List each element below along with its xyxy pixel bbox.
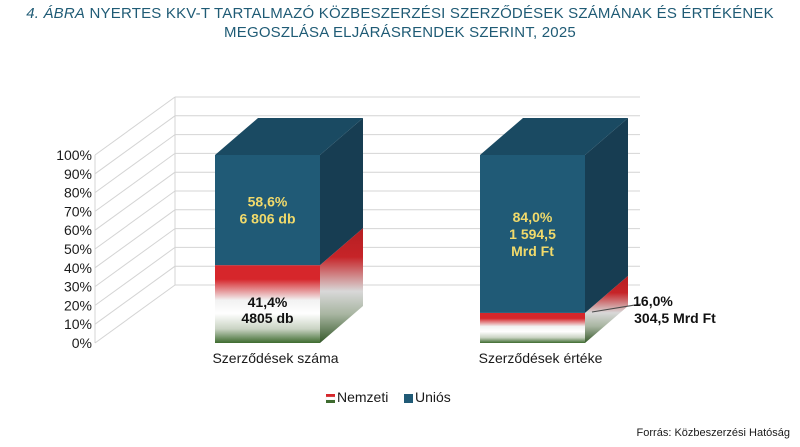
bar-1 <box>215 118 363 343</box>
figure-number: 4. ÁBRA <box>26 5 86 22</box>
y-tick-label: 40% <box>64 260 92 276</box>
legend-label-nemzeti: Nemzeti <box>337 389 388 405</box>
category-label: Szerződések száma <box>212 350 338 366</box>
bar-side-unios <box>320 118 363 266</box>
legend-swatch-nemzeti-green <box>326 400 335 403</box>
label-leader-line <box>591 303 642 313</box>
legend-label-unios: Uniós <box>415 389 451 405</box>
legend-swatch-nemzeti-red <box>326 394 335 397</box>
data-label-unios: Mrd Ft <box>511 243 554 259</box>
data-label-nemzeti: 41,4% <box>248 294 288 310</box>
y-tick-label: 10% <box>64 316 92 332</box>
gridline-diagonal <box>94 265 176 325</box>
chart-title: 4. ÁBRA NYERTES KKV-T TARTALMAZÓ KÖZBESZ… <box>0 4 800 42</box>
gridline-diagonal <box>94 284 176 344</box>
y-tick-label: 20% <box>64 297 92 313</box>
legend-swatch-nemzeti-white <box>325 396 336 401</box>
bar-side-nemzeti <box>320 228 363 343</box>
bar-side-unios <box>585 118 628 313</box>
y-tick-label: 70% <box>64 203 92 219</box>
data-label-unios: 6 806 db <box>239 211 295 227</box>
gridline-diagonal <box>94 209 176 269</box>
legend-swatch-unios <box>404 394 413 403</box>
title-line-1: NYERTES KKV-T TARTALMAZÓ KÖZBESZERZÉSI S… <box>89 5 774 22</box>
y-tick-label: 0% <box>72 335 92 351</box>
bar-segment-nemzeti <box>215 265 320 343</box>
y-tick-label: 80% <box>64 185 92 201</box>
bar-top-unios <box>215 118 363 155</box>
gridline-diagonal <box>94 228 176 288</box>
data-label-unios: 58,6% <box>248 194 288 210</box>
category-label: Szerződések értéke <box>479 350 603 366</box>
gridline-diagonal <box>94 190 176 250</box>
y-tick-label: 30% <box>64 279 92 295</box>
source-note: Forrás: Közbeszerzési Hatóság <box>636 427 790 439</box>
y-tick-label: 90% <box>64 166 92 182</box>
bar-2 <box>480 118 628 343</box>
data-label-unios: 1 594,5 <box>509 226 556 242</box>
data-label-nemzeti: 16,0% <box>633 293 673 309</box>
data-label-unios: 84,0% <box>513 209 553 225</box>
data-label-nemzeti: 304,5 Mrd Ft <box>634 310 716 326</box>
y-tick-label: 60% <box>64 222 92 238</box>
data-label-nemzeti: 4805 db <box>241 310 293 326</box>
bar-segment-nemzeti <box>480 312 585 343</box>
title-line-2: MEGOSZLÁSA ELJÁRÁSRENDEK SZERINT, 2025 <box>224 24 576 41</box>
bar-segment-unios <box>480 155 585 313</box>
legend: Nemzeti Uniós <box>325 389 451 405</box>
gridline-diagonal <box>94 171 176 231</box>
gridline-diagonal <box>94 96 176 156</box>
bar-segment-unios <box>215 155 320 266</box>
gridline-diagonal <box>94 246 176 306</box>
bar-top-unios <box>480 118 628 155</box>
gridline-diagonal <box>94 115 176 175</box>
gridline-diagonal <box>94 134 176 194</box>
y-tick-label: 100% <box>56 147 92 163</box>
gridline-diagonal <box>94 152 176 212</box>
y-tick-label: 50% <box>64 241 92 257</box>
